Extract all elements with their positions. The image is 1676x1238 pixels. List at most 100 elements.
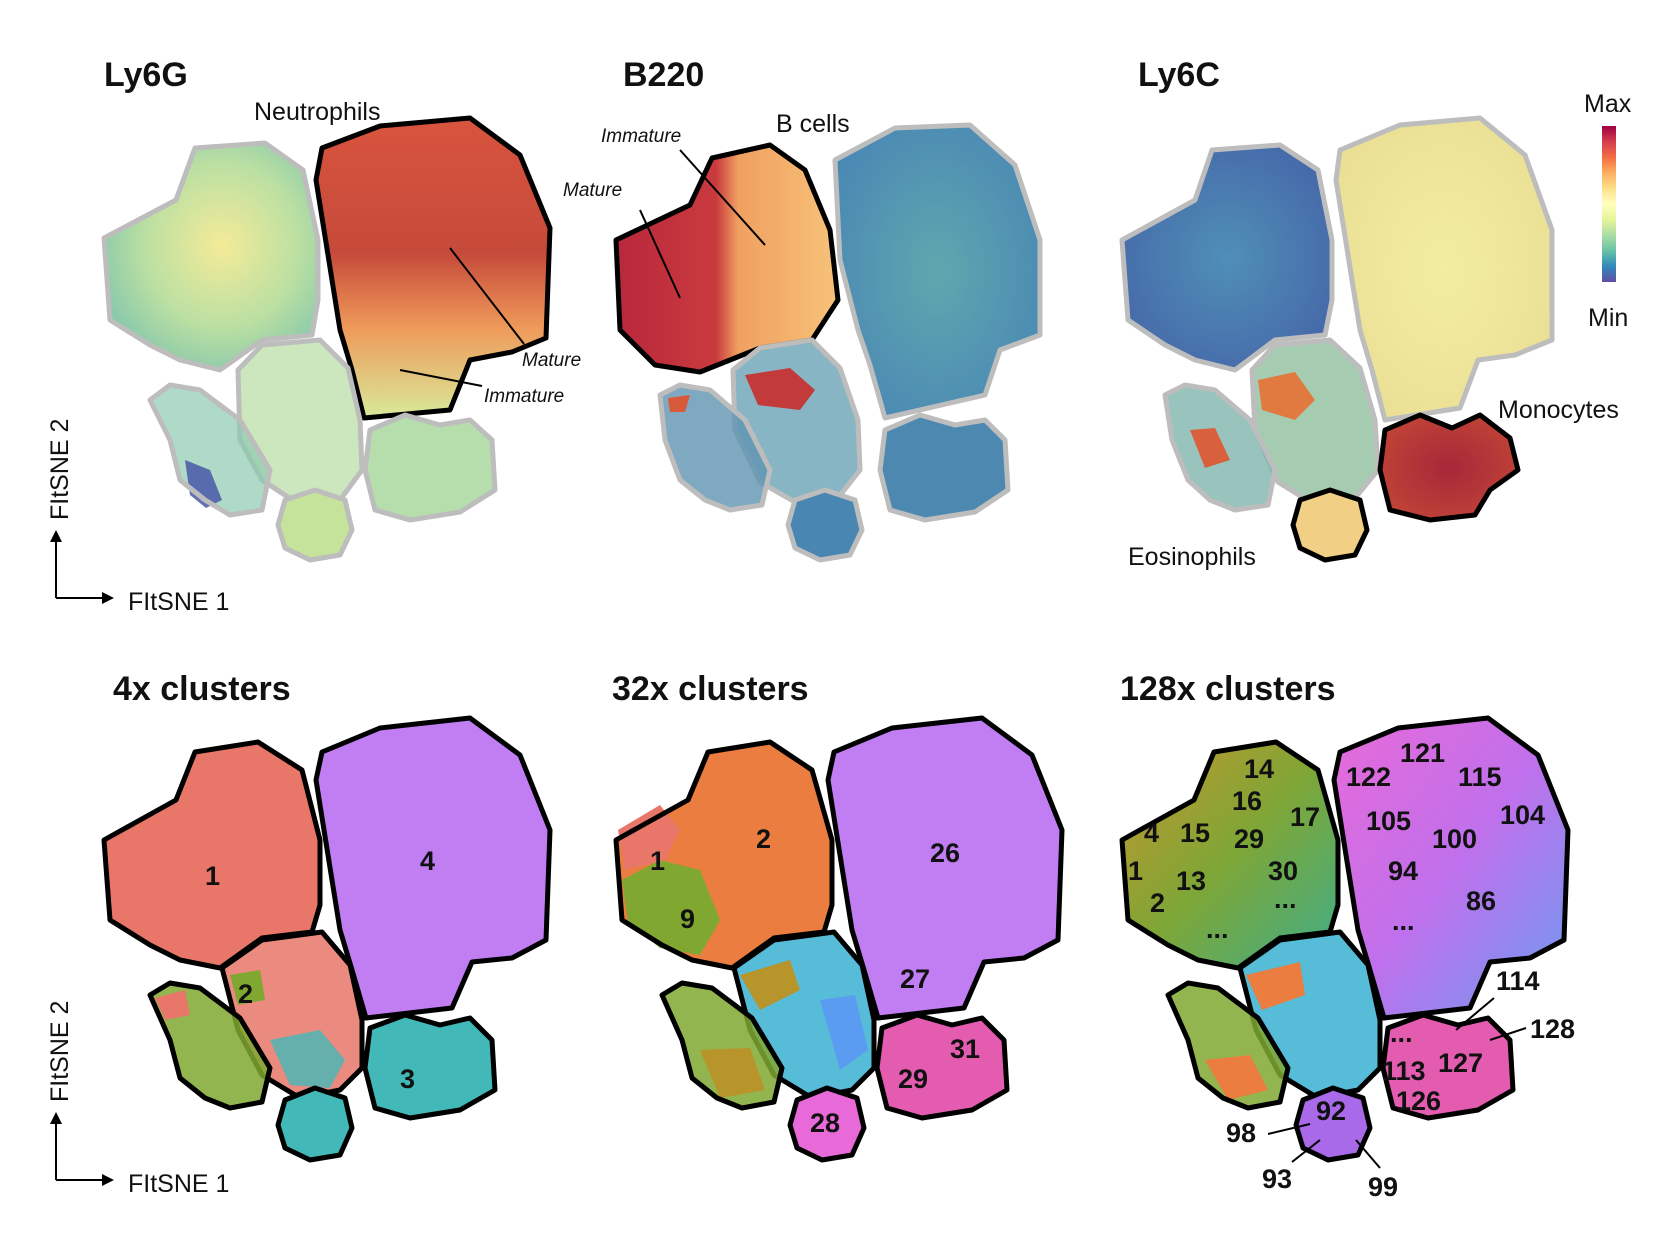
- cluster-outline: [825, 715, 1065, 1021]
- colorbar-min-label: Min: [1588, 304, 1628, 332]
- leader-line: [1267, 1123, 1311, 1135]
- cluster-region: [700, 1048, 765, 1098]
- cluster-label: 94: [1388, 856, 1418, 886]
- cluster-label: 9: [680, 904, 695, 934]
- leader-line: [1355, 1139, 1381, 1169]
- gate-outline: [1119, 142, 1335, 373]
- cluster-region: [316, 718, 550, 1018]
- gate-outline: [147, 382, 273, 518]
- gate-outline: [877, 412, 1011, 523]
- cluster-region: [1383, 1015, 1513, 1118]
- cluster-label: 17: [1290, 802, 1320, 832]
- cluster-outline: [101, 739, 323, 971]
- cluster-label: ...: [1392, 906, 1415, 936]
- cluster-region: [1122, 742, 1338, 968]
- cluster-label: 31: [950, 1034, 980, 1064]
- panel-title: B220: [623, 56, 704, 94]
- gate-outline: [1162, 382, 1278, 513]
- colorbar-gradient: [1602, 126, 1616, 282]
- neutrophils-label: Neutrophils: [254, 98, 380, 126]
- cluster-label: 115: [1458, 762, 1502, 792]
- cell-cluster: [104, 143, 318, 370]
- arrow-head-icon: [102, 592, 114, 604]
- cell-cluster: [1380, 415, 1518, 520]
- cluster-label: 3: [400, 1064, 415, 1094]
- cluster-label: 28: [810, 1108, 840, 1138]
- cluster-region: [104, 742, 320, 968]
- b-cells-label: B cells: [776, 110, 850, 138]
- cluster-label: 13: [1176, 866, 1206, 896]
- cluster-label: 4: [1144, 818, 1159, 848]
- cluster-region: [278, 1088, 352, 1160]
- monocytes-gate: [1377, 412, 1521, 523]
- panel-title: 32x clusters: [612, 670, 809, 708]
- gate-outline: [785, 487, 865, 563]
- cell-cluster: [668, 395, 690, 412]
- cluster-label: 92: [1316, 1096, 1346, 1126]
- panel-4x-clusters: 4x clusters 1 4 2 3: [101, 670, 553, 1163]
- cell-cluster: [1293, 490, 1367, 560]
- cluster-label: 113: [1382, 1056, 1426, 1086]
- leader-line: [449, 247, 525, 345]
- y-axis-label: FItSNE 2: [46, 1001, 74, 1102]
- panel-128x-clusters: 128x clusters 14 16 17 4 15 29 1 13 30 2…: [1119, 670, 1575, 1202]
- gate-outline: [101, 140, 321, 373]
- arrow-head-icon: [102, 1174, 114, 1186]
- immature-label: Immature: [601, 126, 681, 147]
- cluster-outline: [275, 1085, 355, 1163]
- gate-outline: [657, 382, 773, 513]
- cell-cluster: [616, 145, 838, 372]
- cluster-region: [1334, 718, 1568, 1018]
- cluster-region: [230, 970, 265, 1005]
- cluster-outline: [313, 715, 553, 1021]
- arrow-head-icon: [50, 530, 62, 542]
- b-cells-gate: [613, 142, 841, 375]
- cluster-label: 26: [930, 838, 960, 868]
- y-axis-label: FItSNE 2: [46, 419, 74, 520]
- cluster-label: 93: [1262, 1164, 1292, 1194]
- cluster-label: 16: [1232, 786, 1262, 816]
- cell-cluster: [1258, 372, 1315, 420]
- cluster-label: ...: [1206, 914, 1229, 944]
- immature-label: Immature: [484, 386, 564, 407]
- cluster-label: 100: [1432, 824, 1477, 854]
- cell-cluster: [1122, 145, 1332, 370]
- cluster-region: [622, 860, 720, 955]
- arrow-head-icon: [50, 1112, 62, 1124]
- cluster-label: 1: [1128, 856, 1143, 886]
- cluster-region: [1296, 1088, 1370, 1160]
- cluster-label: 105: [1366, 806, 1411, 836]
- cluster-outline: [1119, 739, 1341, 971]
- cluster-label: 29: [898, 1064, 928, 1094]
- cluster-label: 2: [1150, 888, 1165, 918]
- cluster-label: ...: [1274, 884, 1297, 914]
- cluster-region: [270, 1030, 345, 1088]
- cluster-region: [365, 1015, 495, 1118]
- cluster-label: 99: [1368, 1172, 1398, 1202]
- cluster-label: 1: [650, 846, 665, 876]
- cell-cluster: [1336, 118, 1552, 420]
- cluster-label: 128: [1530, 1014, 1575, 1044]
- panel-title: 128x clusters: [1120, 670, 1336, 708]
- cluster-label: 98: [1226, 1118, 1256, 1148]
- leader-line: [679, 149, 766, 246]
- cluster-label: 104: [1500, 800, 1545, 830]
- cell-cluster: [1190, 428, 1230, 468]
- cluster-label: 2: [756, 824, 771, 854]
- x-axis-label: FItSNE 1: [128, 1170, 229, 1198]
- cell-cluster: [150, 385, 270, 515]
- cell-cluster: [316, 118, 550, 418]
- monocytes-label: Monocytes: [1498, 396, 1619, 424]
- mature-label: Mature: [522, 350, 581, 371]
- cluster-region: [790, 1088, 864, 1160]
- cell-cluster: [745, 368, 815, 410]
- cluster-label: 86: [1466, 886, 1496, 916]
- cluster-outline: [362, 1012, 498, 1121]
- axes-bottom: FItSNE 1 FItSNE 2: [46, 1001, 229, 1198]
- cluster-outline: [1165, 980, 1291, 1111]
- cluster-label: 121: [1400, 738, 1445, 768]
- leader-line: [639, 209, 681, 299]
- cell-cluster: [880, 415, 1008, 520]
- cluster-outline: [1293, 1085, 1373, 1163]
